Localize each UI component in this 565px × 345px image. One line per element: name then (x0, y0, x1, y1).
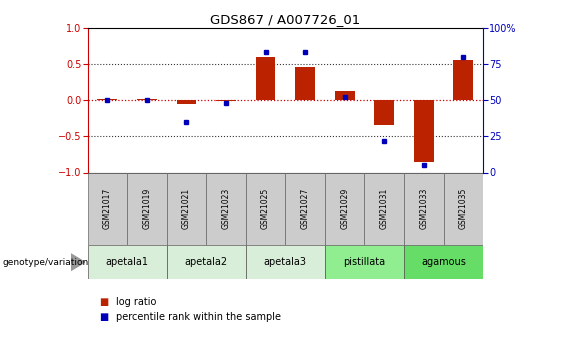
Bar (137, 99, 157, 100)
Bar (176, 100, 197, 104)
Bar (325, 172, 364, 245)
Bar (88, 245, 167, 279)
Bar (255, 57, 276, 100)
Text: apetala1: apetala1 (106, 257, 149, 267)
Text: percentile rank within the sample: percentile rank within the sample (116, 312, 281, 322)
Bar (206, 172, 246, 245)
Text: GSM21025: GSM21025 (261, 188, 270, 229)
Bar (414, 100, 434, 161)
Text: log ratio: log ratio (116, 297, 156, 307)
Text: ■: ■ (99, 297, 108, 307)
Bar (246, 245, 325, 279)
Bar (295, 68, 315, 100)
Text: GSM21029: GSM21029 (340, 188, 349, 229)
Bar (404, 172, 444, 245)
Bar (404, 245, 483, 279)
Text: ■: ■ (99, 312, 108, 322)
Text: GSM21033: GSM21033 (419, 188, 428, 229)
Text: genotype/variation: genotype/variation (3, 258, 89, 267)
Text: GSM21021: GSM21021 (182, 188, 191, 229)
Bar (246, 172, 285, 245)
Bar (454, 60, 473, 100)
Text: GSM21035: GSM21035 (459, 188, 468, 229)
Bar (98, 99, 118, 100)
Text: agamous: agamous (421, 257, 466, 267)
Text: GSM21027: GSM21027 (301, 188, 310, 229)
Text: GSM21031: GSM21031 (380, 188, 389, 229)
Text: apetala2: apetala2 (185, 257, 228, 267)
Text: GSM21019: GSM21019 (142, 188, 151, 229)
Bar (167, 172, 206, 245)
Text: apetala3: apetala3 (264, 257, 307, 267)
Bar (127, 172, 167, 245)
Title: GDS867 / A007726_01: GDS867 / A007726_01 (210, 13, 360, 27)
Text: pistillata: pistillata (344, 257, 385, 267)
Text: GSM21017: GSM21017 (103, 188, 112, 229)
Polygon shape (71, 254, 85, 270)
Bar (364, 172, 404, 245)
Bar (444, 172, 483, 245)
Text: GSM21023: GSM21023 (221, 188, 231, 229)
Bar (285, 172, 325, 245)
Bar (88, 172, 127, 245)
Bar (375, 100, 394, 125)
Bar (216, 100, 236, 101)
Bar (167, 245, 246, 279)
Bar (334, 91, 355, 100)
Bar (325, 245, 404, 279)
